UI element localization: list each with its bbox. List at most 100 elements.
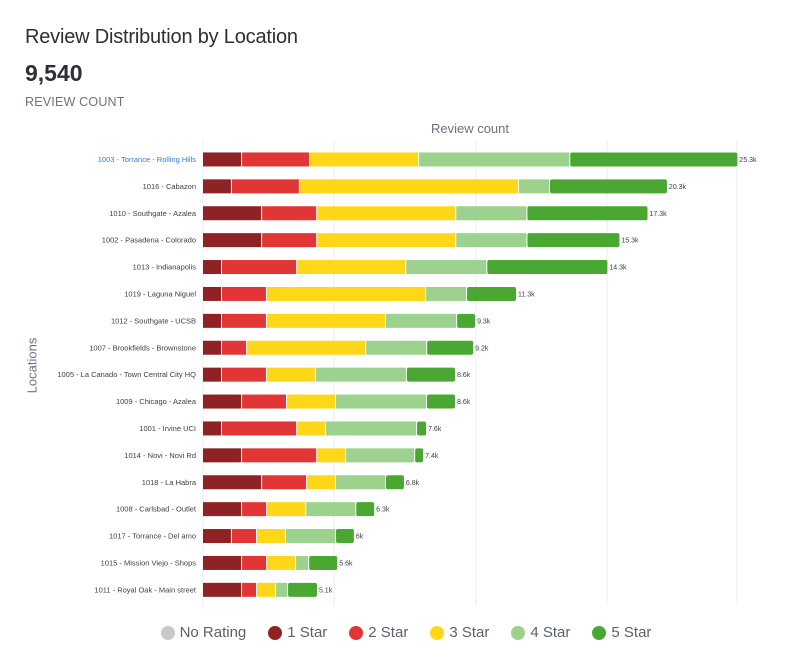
bar-segment-4-star[interactable]	[406, 260, 487, 275]
category-label[interactable]: 1016 - Cabazon	[143, 182, 196, 191]
bar-segment-5-star[interactable]	[570, 152, 738, 167]
legend-item-no-rating[interactable]: No Rating	[160, 624, 246, 641]
bar-segment-1-star[interactable]	[203, 260, 221, 275]
bar-segment-5-star[interactable]	[487, 260, 608, 275]
category-label[interactable]: 1017 - Torrance - Del amo	[109, 532, 196, 541]
bar-segment-5-star[interactable]	[335, 529, 354, 544]
bar-segment-4-star[interactable]	[456, 206, 527, 221]
category-label[interactable]: 1012 - Southgate - UCSB	[111, 316, 196, 325]
bar-segment-5-star[interactable]	[549, 179, 667, 194]
legend-item-2-star[interactable]: 2 Star	[349, 624, 408, 641]
bar-segment-3-star[interactable]	[266, 367, 315, 382]
bar-segment-2-star[interactable]	[262, 475, 307, 490]
bar-segment-1-star[interactable]	[203, 394, 242, 409]
category-label[interactable]: 1002 - Pasadena - Colorado	[102, 236, 196, 245]
bar-segment-2-star[interactable]	[231, 179, 299, 194]
bar-segment-2-star[interactable]	[242, 555, 267, 570]
bar-segment-3-star[interactable]	[267, 555, 296, 570]
bar-segment-5-star[interactable]	[457, 313, 476, 328]
bar-segment-1-star[interactable]	[203, 582, 242, 597]
category-label[interactable]: 1010 - Southgate - Azalea	[109, 209, 197, 218]
bar-segment-4-star[interactable]	[456, 233, 527, 248]
bar-segment-1-star[interactable]	[203, 502, 242, 517]
bar-segment-3-star[interactable]	[317, 206, 456, 221]
bar-segment-5-star[interactable]	[356, 502, 375, 517]
bar-segment-1-star[interactable]	[203, 313, 221, 328]
bar-segment-1-star[interactable]	[203, 475, 262, 490]
bar-segment-4-star[interactable]	[426, 286, 467, 301]
bar-segment-3-star[interactable]	[266, 313, 385, 328]
bar-segment-5-star[interactable]	[427, 340, 474, 355]
category-label[interactable]: 1018 - La Habra	[142, 478, 197, 487]
bar-segment-4-star[interactable]	[296, 555, 309, 570]
bar-segment-4-star[interactable]	[285, 529, 335, 544]
bar-segment-3-star[interactable]	[317, 233, 456, 248]
bar-segment-2-star[interactable]	[221, 367, 266, 382]
bar-segment-2-star[interactable]	[242, 152, 310, 167]
bar-segment-1-star[interactable]	[203, 340, 221, 355]
category-label[interactable]: 1008 - Carlsbad - Outlet	[116, 505, 197, 514]
bar-segment-2-star[interactable]	[221, 340, 247, 355]
category-label[interactable]: 1001 - Irvine UCI	[139, 424, 196, 433]
bar-segment-4-star[interactable]	[276, 582, 288, 597]
bar-segment-2-star[interactable]	[242, 502, 267, 517]
bar-segment-4-star[interactable]	[366, 340, 427, 355]
category-label[interactable]: 1015 - Mission Viejo - Shops	[101, 558, 197, 567]
bar-segment-2-star[interactable]	[242, 582, 257, 597]
bar-segment-3-star[interactable]	[297, 421, 326, 436]
bar-segment-5-star[interactable]	[467, 286, 517, 301]
bar-segment-1-star[interactable]	[203, 448, 242, 463]
bar-segment-2-star[interactable]	[242, 448, 317, 463]
bar-segment-1-star[interactable]	[203, 286, 221, 301]
bar-segment-3-star[interactable]	[317, 448, 346, 463]
bar-segment-1-star[interactable]	[203, 421, 221, 436]
bar-segment-3-star[interactable]	[267, 502, 306, 517]
bar-segment-2-star[interactable]	[221, 313, 266, 328]
bar-segment-2-star[interactable]	[221, 286, 266, 301]
bar-segment-4-star[interactable]	[419, 152, 570, 167]
category-label[interactable]: 1019 - Laguna Niguel	[124, 289, 196, 298]
bar-segment-3-star[interactable]	[247, 340, 366, 355]
category-label[interactable]: 1005 - La Canado - Town Central City HQ	[57, 370, 196, 379]
bar-segment-4-star[interactable]	[385, 313, 457, 328]
bar-segment-5-star[interactable]	[288, 582, 317, 597]
bar-segment-5-star[interactable]	[385, 475, 404, 490]
bar-segment-5-star[interactable]	[426, 394, 456, 409]
bar-segment-1-star[interactable]	[203, 179, 231, 194]
bar-segment-5-star[interactable]	[527, 206, 648, 221]
bar-segment-1-star[interactable]	[203, 555, 242, 570]
bar-segment-2-star[interactable]	[231, 529, 257, 544]
bar-segment-5-star[interactable]	[309, 555, 338, 570]
legend-item-5-star[interactable]: 5 Star	[592, 624, 651, 641]
bar-segment-4-star[interactable]	[335, 394, 426, 409]
bar-segment-4-star[interactable]	[335, 475, 385, 490]
bar-segment-3-star[interactable]	[307, 475, 335, 490]
bar-segment-5-star[interactable]	[417, 421, 427, 436]
bar-segment-4-star[interactable]	[346, 448, 415, 463]
bar-segment-4-star[interactable]	[518, 179, 549, 194]
bar-segment-2-star[interactable]	[242, 394, 287, 409]
bar-segment-3-star[interactable]	[257, 582, 276, 597]
bar-segment-4-star[interactable]	[326, 421, 417, 436]
bar-segment-2-star[interactable]	[221, 260, 297, 275]
bar-segment-1-star[interactable]	[203, 206, 262, 221]
bar-segment-2-star[interactable]	[262, 206, 317, 221]
bar-segment-3-star[interactable]	[299, 179, 518, 194]
category-label[interactable]: 1011 - Royal Oak - Main street	[94, 585, 196, 594]
bar-segment-3-star[interactable]	[257, 529, 285, 544]
bar-segment-1-star[interactable]	[203, 233, 262, 248]
legend-item-4-star[interactable]: 4 Star	[511, 624, 570, 641]
category-label[interactable]: 1009 - Chicago - Azalea	[116, 397, 197, 406]
category-label[interactable]: 1013 - Indianapolis	[133, 263, 197, 272]
bar-segment-5-star[interactable]	[527, 233, 620, 248]
bar-segment-3-star[interactable]	[310, 152, 419, 167]
bar-segment-1-star[interactable]	[203, 367, 221, 382]
bar-segment-1-star[interactable]	[203, 152, 242, 167]
bar-segment-3-star[interactable]	[297, 260, 406, 275]
category-label[interactable]: 1007 - Brookfields - Brownstone	[89, 343, 196, 352]
bar-segment-2-star[interactable]	[221, 421, 297, 436]
bar-segment-3-star[interactable]	[266, 286, 426, 301]
bar-segment-1-star[interactable]	[203, 529, 231, 544]
bar-segment-2-star[interactable]	[262, 233, 317, 248]
category-label[interactable]: 1003 - Torrance - Rolling Hills	[98, 155, 196, 164]
